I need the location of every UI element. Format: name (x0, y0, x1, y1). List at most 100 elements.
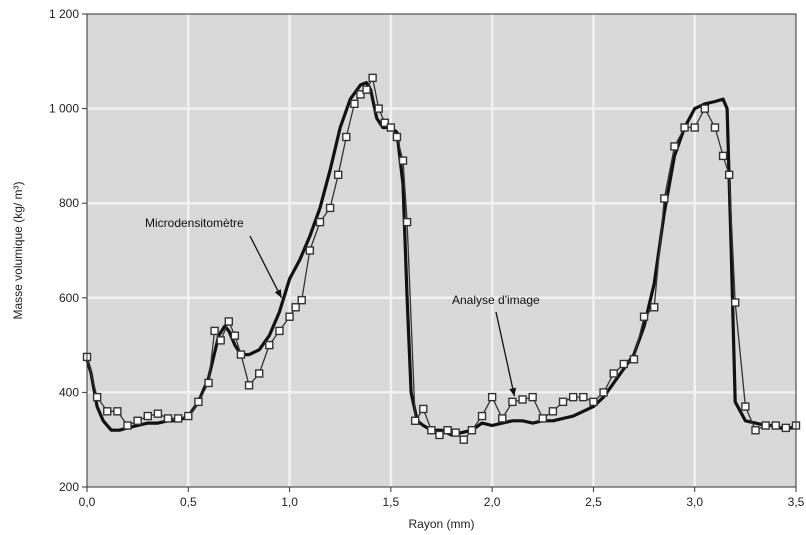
data-point-marker (609, 369, 618, 378)
data-point-marker (204, 378, 213, 388)
data-point-marker (224, 317, 234, 326)
data-point-marker (254, 369, 264, 378)
data-point-marker (386, 123, 396, 132)
data-point-marker (342, 132, 351, 142)
data-point-marker (451, 428, 460, 437)
data-point-marker (599, 388, 608, 397)
y-tick-label: 1 000 (49, 102, 79, 116)
data-point-marker (487, 392, 497, 402)
data-point-marker (392, 132, 402, 142)
x-tick-label: 1,0 (281, 495, 298, 509)
data-point-marker (579, 392, 588, 402)
annotation-leader (249, 235, 283, 299)
data-point-marker (236, 350, 246, 359)
data-point-marker (731, 298, 740, 307)
x-tick-label: 2,5 (585, 495, 602, 509)
data-point-marker (291, 303, 300, 312)
data-point-marker (153, 409, 163, 418)
y-axis-label: Masse volumique (kg/ m³) (11, 181, 25, 319)
data-point-marker (548, 407, 558, 416)
data-point-marker (305, 246, 315, 255)
plot-area (87, 14, 796, 487)
data-point-marker (467, 426, 477, 435)
x-tick-label: 1,5 (383, 495, 400, 509)
data-point-marker (325, 203, 335, 213)
data-point-marker (285, 312, 294, 321)
data-point-marker (113, 407, 122, 416)
data-point-marker (690, 123, 699, 132)
data-point-marker (123, 421, 132, 430)
data-point-marker (508, 397, 517, 407)
data-point-marker (133, 416, 142, 425)
data-point-marker (680, 123, 689, 132)
annotation-analyse-image: Analyse d'image (452, 293, 540, 397)
data-point-marker (398, 156, 408, 165)
data-point-marker (650, 303, 659, 312)
data-point-marker (333, 170, 343, 180)
x-axis-label: Rayon (mm) (408, 517, 474, 531)
annotation-label: Microdensitomètre (145, 216, 244, 230)
data-point-marker (518, 395, 527, 404)
annotations: Microdensitomètre Analyse d'image (145, 216, 540, 397)
data-point-marker (410, 416, 420, 425)
data-point-marker (356, 90, 365, 99)
data-point-marker (639, 312, 649, 321)
data-point-marker (143, 411, 152, 421)
data-point-marker (761, 421, 770, 430)
data-point-marker (538, 414, 547, 423)
data-point-marker (660, 194, 669, 203)
y-tick-label: 600 (59, 291, 79, 305)
gridlines (87, 14, 796, 487)
plot-frame (86, 13, 797, 488)
data-point-marker (419, 404, 428, 414)
x-tick-label: 3,0 (686, 495, 703, 509)
data-point-marker (362, 85, 371, 94)
arrow-head-icon (274, 289, 282, 298)
data-point-marker (194, 397, 203, 407)
y-tick-label: 800 (59, 196, 79, 210)
data-point-marker (751, 426, 760, 435)
data-point-marker (459, 435, 468, 444)
data-point-marker (710, 123, 720, 132)
y-tick-label: 1 200 (49, 7, 79, 21)
x-axis: 0,0 0,5 1,0 1,5 2,0 2,5 3,0 3,5 (79, 487, 805, 509)
x-tick-label: 0,5 (180, 495, 197, 509)
data-point-marker (718, 151, 728, 161)
data-point-marker (92, 392, 102, 402)
data-point-marker (771, 421, 780, 430)
data-point-marker (741, 402, 750, 411)
data-point-marker (315, 217, 325, 227)
y-tick-label: 200 (59, 480, 79, 494)
data-point-marker (528, 392, 537, 402)
data-point-marker (781, 423, 791, 433)
data-point-marker (435, 430, 444, 440)
data-point-marker (368, 73, 377, 83)
data-point-marker (477, 411, 487, 421)
data-point-marker (184, 411, 193, 421)
y-tick-label: 400 (59, 385, 79, 399)
data-point-marker (380, 118, 389, 127)
arrow-head-icon (509, 387, 517, 397)
x-tick-label: 3,5 (788, 495, 805, 509)
data-point-marker (210, 326, 219, 336)
data-point-marker (216, 336, 225, 345)
data-point-marker (568, 392, 578, 402)
data-point-marker (374, 104, 383, 113)
data-point-marker (103, 407, 112, 416)
data-point-marker (163, 414, 173, 423)
annotation-label: Analyse d'image (452, 293, 540, 307)
data-point-marker (629, 355, 639, 364)
data-point-marker (350, 99, 359, 109)
data-point-marker (173, 414, 183, 423)
x-tick-label: 2,0 (484, 495, 501, 509)
data-point-marker (275, 326, 284, 336)
data-point-marker (297, 295, 306, 305)
y-axis: 200 400 600 800 1 000 1 200 (49, 7, 87, 494)
series-analyse-image (82, 73, 801, 444)
data-point-marker (619, 359, 629, 369)
data-point-marker (244, 381, 254, 390)
annotation-leader (495, 311, 516, 397)
data-point-marker (230, 331, 240, 340)
data-point-marker (443, 426, 452, 435)
